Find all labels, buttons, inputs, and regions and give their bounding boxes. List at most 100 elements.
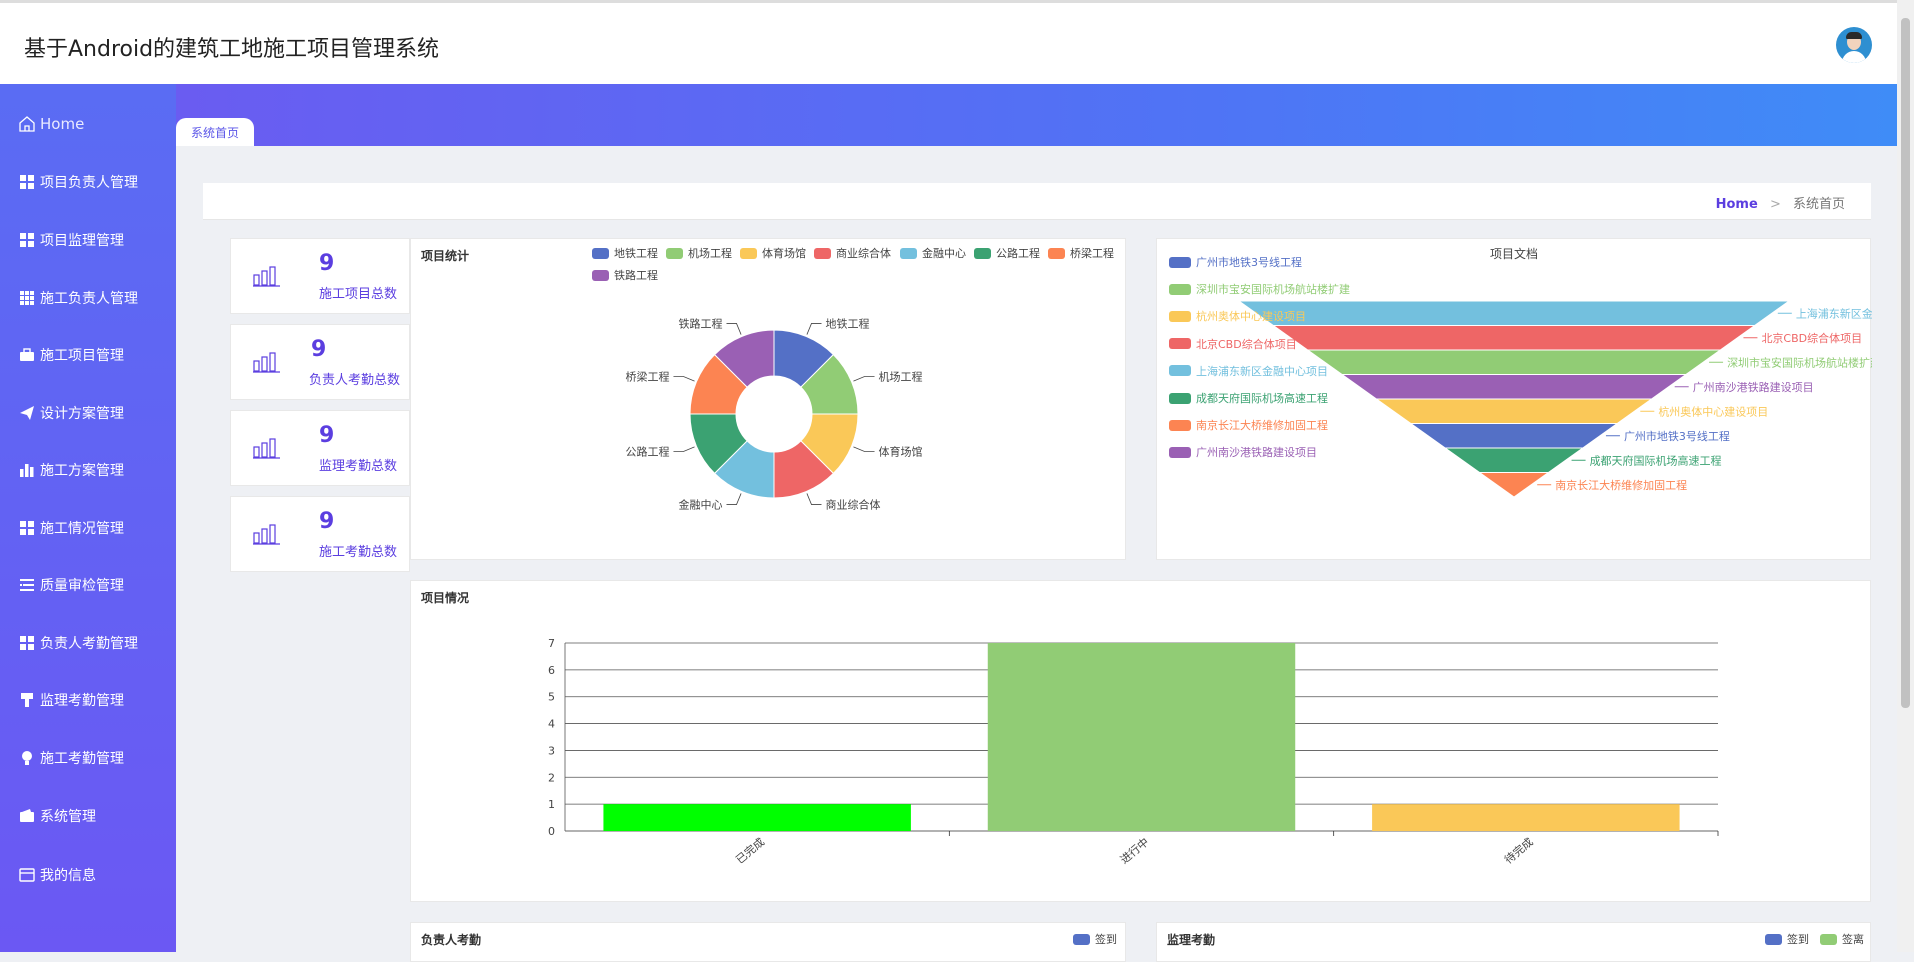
label-line	[726, 323, 742, 335]
project-status-panel: 项目情况 0 1 2 3 4 5 6 7 已完成 进行中 待完成	[410, 580, 1871, 902]
sidebar-item-8[interactable]: 质量审检管理	[0, 567, 176, 603]
legend-item[interactable]: 北京CBD综合体项目	[1169, 336, 1297, 352]
funnel-segment[interactable]	[1340, 374, 1688, 400]
sidebar-item-label: 我的信息	[40, 868, 96, 884]
chart-title: 项目文档	[1490, 246, 1538, 261]
legend-item[interactable]: 机场工程	[666, 245, 732, 261]
legend-item[interactable]: 地铁工程	[592, 245, 658, 261]
funnel-segment[interactable]	[1409, 423, 1619, 449]
top-bar: 基于Android的建筑工地施工项目管理系统	[0, 0, 1897, 84]
label-line	[806, 323, 822, 335]
legend-item[interactable]: 深圳市宝安国际机场航站楼扩建	[1169, 281, 1350, 297]
stat-card-leader-attendance: 9 负责人考勤总数	[230, 324, 410, 400]
grid-nine-icon	[18, 289, 36, 307]
sidebar-item-label: 项目监理管理	[40, 233, 124, 249]
slice-label: 桥梁工程	[625, 369, 669, 383]
tab-home[interactable]: 系统首页	[176, 118, 254, 146]
funnel-segment[interactable]	[1478, 472, 1550, 498]
breadcrumb-home-link[interactable]: Home	[1715, 197, 1758, 212]
sidebar-item-home[interactable]: Home	[0, 106, 176, 142]
avatar[interactable]	[1836, 27, 1872, 63]
sidebar-item-6[interactable]: 施工方案管理	[0, 452, 176, 488]
sidebar-item-11[interactable]: 施工考勤管理	[0, 740, 176, 776]
bar-chart-icon	[253, 521, 281, 549]
sidebar-item-label: 项目负责人管理	[40, 175, 138, 191]
page-scrollbar[interactable]	[1897, 0, 1914, 952]
sidebar-item-4[interactable]: 施工项目管理	[0, 337, 176, 373]
legend-item[interactable]: 签离	[1820, 931, 1864, 947]
legend-item[interactable]: 成都天府国际机场高速工程	[1169, 390, 1328, 406]
x-tick-label: 待完成	[1501, 835, 1535, 867]
slice-label: 公路工程	[625, 446, 669, 459]
grid-icon	[18, 173, 36, 191]
app-title: 基于Android的建筑工地施工项目管理系统	[24, 37, 440, 62]
legend-item[interactable]: 桥梁工程	[1048, 245, 1114, 261]
breadcrumb-separator: >	[1769, 197, 1781, 212]
legend-item[interactable]: 铁路工程	[592, 267, 658, 283]
legend-item[interactable]: 签到	[1765, 931, 1809, 947]
y-tick-label: 1	[548, 798, 555, 811]
id-card-icon	[18, 866, 36, 884]
sidebar: Home 项目负责人管理 项目监理管理施工负责人管理 施工项目管理 设计方案管理施工方…	[0, 84, 176, 952]
sidebar-item-1[interactable]: 项目负责人管理	[0, 164, 176, 200]
slice-label: 金融中心	[678, 498, 722, 512]
funnel-label: 成都天府国际机场高速工程	[1590, 453, 1722, 467]
legend-item[interactable]: 体育场馆	[740, 245, 806, 261]
stat-card-projects: 9 施工项目总数	[230, 238, 410, 314]
grid-icon	[18, 231, 36, 249]
sidebar-item-3[interactable]: 施工负责人管理	[0, 280, 176, 316]
legend-item[interactable]: 上海浦东新区金融中心项目	[1169, 363, 1328, 379]
label-line	[806, 493, 822, 505]
bar[interactable]	[1372, 804, 1680, 831]
y-tick-label: 3	[548, 744, 555, 757]
legend-item[interactable]: 杭州奥体中心建设项目	[1169, 308, 1306, 324]
breadcrumb-bar: Home > 系统首页	[203, 183, 1871, 220]
sidebar-item-12[interactable]: 系统管理	[0, 798, 176, 834]
funnel-label: 上海浦东新区金融中心项目	[1796, 306, 1872, 320]
bar[interactable]	[987, 643, 1296, 831]
funnel-segment[interactable]	[1271, 325, 1757, 351]
sidebar-item-2[interactable]: 项目监理管理	[0, 222, 176, 258]
label-line	[673, 376, 695, 382]
pie-slice[interactable]	[713, 329, 775, 388]
y-tick-label: 2	[548, 771, 555, 784]
leader-attendance-panel: 负责人考勤 签到	[410, 922, 1126, 962]
legend-item[interactable]: 广州市地铁3号线工程	[1169, 254, 1302, 270]
legend-item[interactable]: 南京长江大桥维修加固工程	[1169, 417, 1328, 433]
legend-item[interactable]: 公路工程	[974, 245, 1040, 261]
legend-item[interactable]: 签到	[1073, 931, 1117, 947]
slice-label: 机场工程	[879, 369, 923, 383]
legend-item[interactable]: 商业综合体	[814, 245, 891, 261]
sidebar-item-13[interactable]: 我的信息	[0, 857, 176, 893]
sidebar-item-10[interactable]: 监理考勤管理	[0, 682, 176, 718]
sidebar-item-5[interactable]: 设计方案管理	[0, 395, 176, 431]
sidebar-item-7[interactable]: 施工情况管理	[0, 510, 176, 546]
label-line	[853, 446, 875, 452]
bar-chart-icon	[18, 461, 36, 479]
bar-chart-icon	[253, 435, 281, 463]
stat-label: 施工项目总数	[319, 287, 398, 302]
funnel-segment[interactable]	[1306, 349, 1722, 375]
legend-item[interactable]: 广州南沙港铁路建设项目	[1169, 444, 1317, 460]
breadcrumb-current: 系统首页	[1792, 197, 1845, 212]
panel-title: 项目情况	[421, 591, 470, 605]
list-icon	[18, 576, 36, 594]
slice-label: 商业综合体	[826, 498, 881, 512]
scrollbar-thumb[interactable]	[1901, 18, 1910, 708]
y-tick-label: 4	[548, 718, 555, 731]
project-stats-panel: 项目统计 地铁工程 机场工程 体育场馆 商业综合体 金融中心 公路工程 桥梁工程 铁路工程 地…	[410, 238, 1126, 560]
panel-title: 监理考勤	[1167, 933, 1216, 947]
header-band	[176, 84, 1897, 146]
sidebar-item-label: 施工情况管理	[40, 521, 124, 537]
y-tick-label: 6	[548, 664, 555, 677]
sidebar-item-9[interactable]: 负责人考勤管理	[0, 625, 176, 661]
legend-item[interactable]: 金融中心	[900, 245, 966, 261]
label-line	[726, 493, 742, 505]
bar[interactable]	[603, 804, 911, 831]
sidebar-item-label: 施工方案管理	[40, 463, 124, 479]
funnel-label: 南京长江大桥维修加固工程	[1555, 478, 1687, 492]
funnel-segment[interactable]	[1443, 447, 1585, 473]
x-tick-label: 进行中	[1118, 835, 1152, 866]
funnel-segment[interactable]	[1237, 300, 1791, 326]
funnel-segment[interactable]	[1374, 398, 1654, 424]
